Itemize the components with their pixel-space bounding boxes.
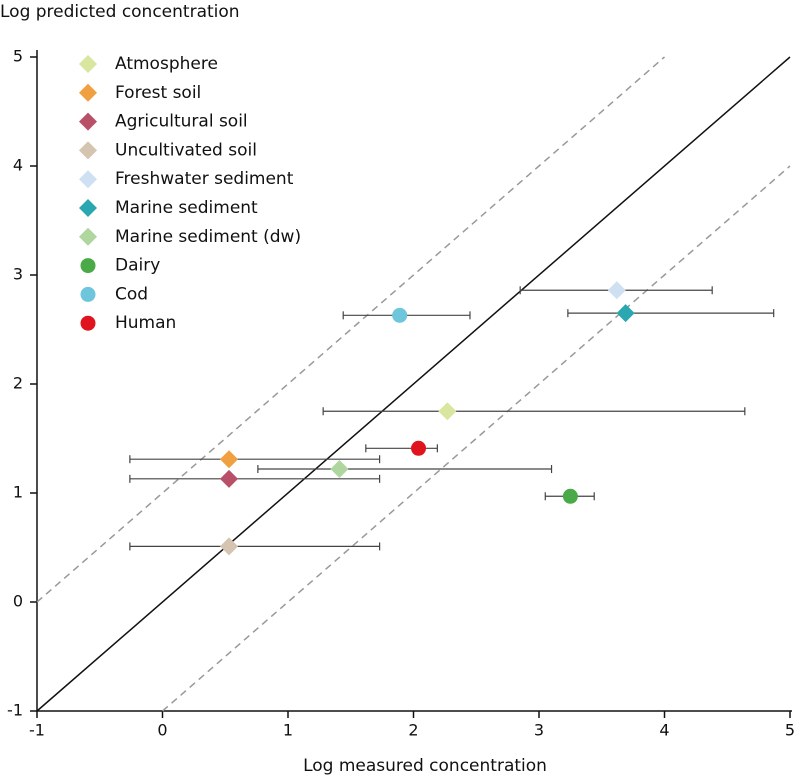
- y-tick-label: -1: [7, 701, 23, 720]
- y-tick-label: 4: [13, 156, 23, 175]
- legend-marker: [79, 227, 97, 246]
- legend-label: Uncultivated soil: [115, 140, 257, 160]
- legend-marker: [79, 199, 97, 217]
- x-tick-label: 1: [283, 721, 293, 740]
- legend-marker: [79, 170, 97, 189]
- y-tick-label: 1: [13, 483, 23, 502]
- marker: [392, 307, 408, 323]
- reference-line: [36, 56, 791, 712]
- legend-marker: [79, 83, 97, 102]
- legend-label: Atmosphere: [115, 54, 218, 74]
- error-bar: [129, 542, 381, 551]
- marker: [330, 460, 349, 479]
- y-tick-label: 3: [13, 265, 23, 284]
- legend-marker: [80, 258, 96, 274]
- marker: [438, 402, 457, 421]
- legend-marker: [79, 141, 97, 160]
- legend-label: Marine sediment (dw): [115, 227, 301, 247]
- legend-label: Freshwater sediment: [115, 169, 294, 189]
- error-bar: [567, 309, 775, 318]
- reference-line: [162, 165, 791, 712]
- x-axis-label: Log measured concentration: [303, 756, 547, 776]
- y-tick-label: 0: [13, 592, 23, 611]
- legend-label: Forest soil: [115, 83, 201, 103]
- marker: [220, 450, 239, 469]
- marker: [220, 469, 239, 488]
- marker: [562, 488, 578, 504]
- error-bar: [129, 455, 381, 464]
- x-tick-label: 0: [157, 721, 167, 740]
- legend-marker: [79, 112, 97, 131]
- legend-label: Marine sediment: [115, 198, 258, 218]
- legend-label: Human: [115, 313, 176, 333]
- x-tick-label: 3: [534, 721, 544, 740]
- y-tick-label: 2: [13, 374, 23, 393]
- x-tick-label: 2: [408, 721, 418, 740]
- error-bar: [257, 465, 553, 474]
- error-bar: [129, 474, 381, 483]
- legend-marker: [80, 286, 96, 302]
- x-tick-label: 4: [659, 721, 669, 740]
- error-bar: [322, 407, 746, 416]
- legend-marker: [80, 315, 96, 331]
- marker: [616, 304, 635, 323]
- marker: [607, 281, 626, 300]
- legend-marker: [79, 55, 97, 73]
- reference-line: [36, 56, 665, 603]
- legend-label: Agricultural soil: [115, 112, 248, 132]
- y-axis-label: Log predicted concentration: [0, 2, 240, 22]
- legend-label: Cod: [115, 284, 148, 304]
- y-tick-label: 5: [13, 47, 23, 66]
- marker: [220, 537, 239, 556]
- error-bar: [365, 444, 438, 453]
- x-tick-label: 5: [785, 721, 795, 740]
- marker: [411, 440, 427, 456]
- x-tick-label: -1: [29, 721, 45, 740]
- legend-label: Dairy: [115, 256, 160, 276]
